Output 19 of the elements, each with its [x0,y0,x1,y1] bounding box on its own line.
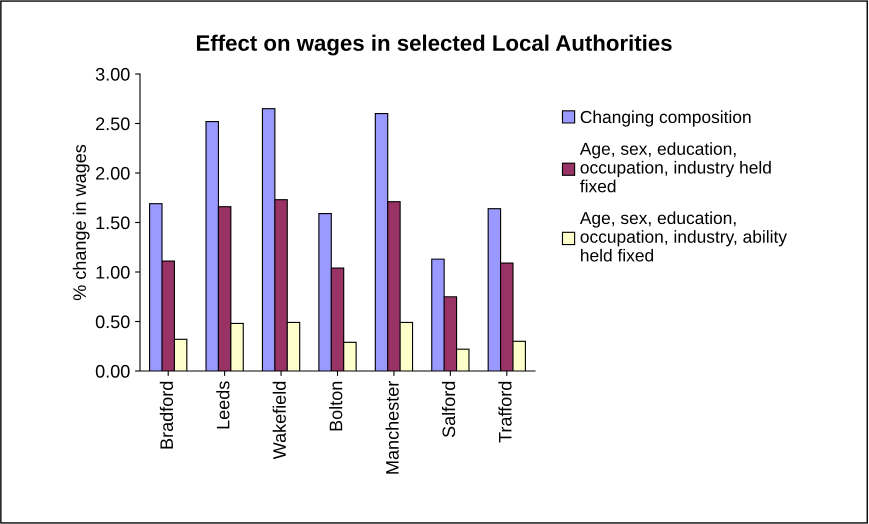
y-tick-label: 0.50 [96,315,130,328]
x-tick-label: Bolton [329,382,342,430]
y-tick-label: 2.00 [96,166,130,180]
x-tick-label: Salford [442,382,456,438]
y-tick-label: 0.00 [96,364,130,378]
x-tick-label: Trafford [498,382,512,443]
legend-label: Age, sex, education, occupation, industry held fixed [580,142,771,192]
y-tick-label: 1.00 [96,266,130,279]
x-tick-label: Bradford [160,382,174,448]
y-tick-label: 2.50 [96,117,130,130]
x-tick-label: Wakefield [272,382,286,460]
y-tick-label: 1.50 [96,216,130,230]
chart-title: Effect on wages in selected Local Authorities [196,34,672,56]
x-tick-label: Leeds [216,381,230,428]
x-tick-label: Manchester [386,381,399,474]
legend-label: Changing composition [580,110,750,127]
y-tick-label: 3.00 [96,68,130,81]
y-axis-title: % change in wages [72,144,90,300]
legend-label: Age, sex, education, occupation, industry, ability held fixed [580,211,787,262]
